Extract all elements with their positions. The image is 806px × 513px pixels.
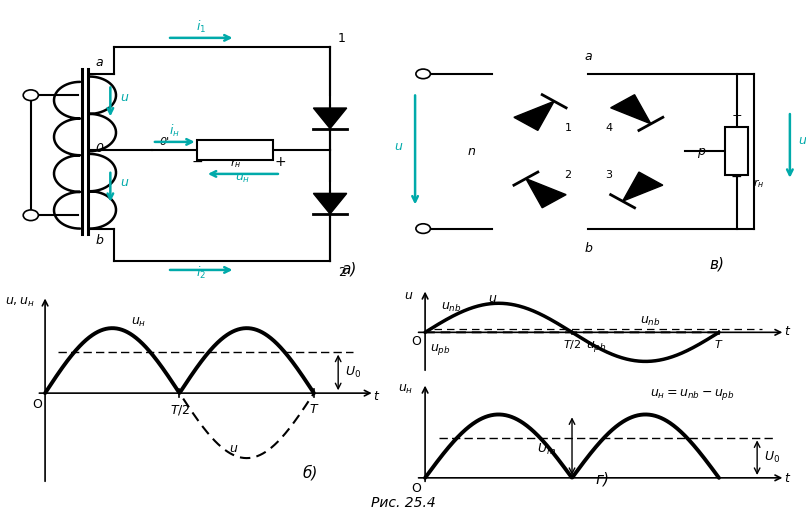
Text: −: − xyxy=(731,170,742,184)
Text: 4: 4 xyxy=(605,123,613,133)
Circle shape xyxy=(416,69,430,78)
Text: $t$: $t$ xyxy=(784,472,791,485)
Text: a: a xyxy=(95,55,103,69)
Text: $u_н$: $u_н$ xyxy=(131,316,146,329)
Text: 2: 2 xyxy=(338,266,346,279)
Text: $u_н$: $u_н$ xyxy=(398,383,413,396)
Text: $T$: $T$ xyxy=(714,338,724,349)
Text: $u_н$: $u_н$ xyxy=(235,171,251,185)
Text: $T/2$: $T/2$ xyxy=(563,338,581,350)
Text: $t$: $t$ xyxy=(784,325,791,338)
Text: 3: 3 xyxy=(605,170,613,180)
Polygon shape xyxy=(526,179,566,208)
Polygon shape xyxy=(514,101,555,130)
Text: а): а) xyxy=(341,262,356,277)
Text: $u$: $u$ xyxy=(120,91,129,104)
Text: $u$: $u$ xyxy=(394,140,404,153)
Text: $i_н$: $i_н$ xyxy=(169,123,181,140)
Text: $u_{nb}$: $u_{nb}$ xyxy=(640,315,661,328)
Text: b: b xyxy=(584,242,592,255)
Text: $T$: $T$ xyxy=(309,403,319,416)
Circle shape xyxy=(23,210,39,221)
Text: Рис. 25.4: Рис. 25.4 xyxy=(371,497,435,510)
Text: a: a xyxy=(584,50,592,63)
Text: в): в) xyxy=(710,256,725,271)
Text: $u_{pb}$: $u_{pb}$ xyxy=(587,340,607,354)
Polygon shape xyxy=(314,193,347,214)
Text: $u$: $u$ xyxy=(120,176,129,189)
Text: г): г) xyxy=(596,471,610,486)
Text: n: n xyxy=(467,145,476,157)
Bar xyxy=(197,140,273,160)
Text: $u$: $u$ xyxy=(404,289,413,302)
Text: $u_н$: $u_н$ xyxy=(798,135,806,149)
Text: $r_н$: $r_н$ xyxy=(753,177,764,190)
Polygon shape xyxy=(314,108,347,129)
Text: б): б) xyxy=(303,465,318,481)
Text: p: p xyxy=(697,145,705,157)
Text: $u_н=u_{nb}-u_{pb}$: $u_н=u_{nb}-u_{pb}$ xyxy=(650,387,734,402)
Text: $U_m$: $U_m$ xyxy=(537,442,555,457)
Text: O: O xyxy=(31,398,42,411)
Text: $r_н$: $r_н$ xyxy=(230,157,241,170)
Text: $u_{pb}$: $u_{pb}$ xyxy=(430,342,451,358)
Text: $T/2$: $T/2$ xyxy=(169,403,189,417)
Text: 0: 0 xyxy=(95,142,103,155)
Bar xyxy=(725,127,748,175)
Text: b: b xyxy=(95,234,103,247)
Text: 2: 2 xyxy=(564,170,571,180)
Text: $i_1$: $i_1$ xyxy=(196,19,206,35)
Text: $i_2$: $i_2$ xyxy=(196,265,206,281)
Text: $u$: $u$ xyxy=(488,292,497,305)
Text: +: + xyxy=(275,155,287,169)
Text: $u$: $u$ xyxy=(229,442,239,455)
Text: O: O xyxy=(412,334,422,348)
Text: −: − xyxy=(192,155,203,169)
Circle shape xyxy=(416,224,430,233)
Text: $U_0$: $U_0$ xyxy=(345,365,361,380)
Text: 0': 0' xyxy=(160,136,170,147)
Circle shape xyxy=(23,90,39,101)
Text: $u_{nb}$: $u_{nb}$ xyxy=(442,301,462,314)
Text: $t$: $t$ xyxy=(373,390,380,403)
Text: 1: 1 xyxy=(338,31,346,45)
Polygon shape xyxy=(611,95,651,124)
Text: 1: 1 xyxy=(564,123,571,133)
Polygon shape xyxy=(622,172,663,201)
Text: $u,u_н$: $u,u_н$ xyxy=(5,295,35,309)
Text: $U_0$: $U_0$ xyxy=(764,450,780,465)
Text: O: O xyxy=(412,482,422,495)
Text: +: + xyxy=(731,109,742,122)
